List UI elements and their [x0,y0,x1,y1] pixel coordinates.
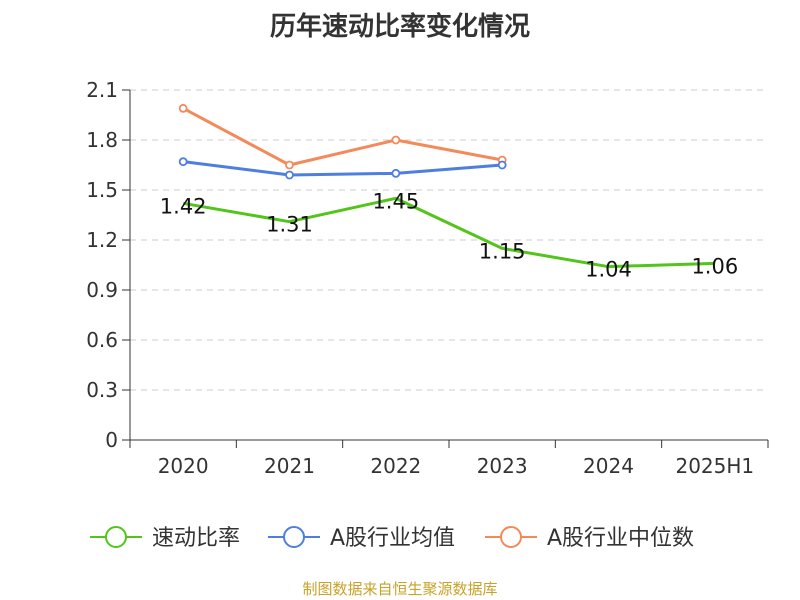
data-label: 1.45 [372,189,419,213]
legend: 速动比率 A股行业均值 A股行业中位数 [90,526,694,551]
y-tick-label: 2.1 [86,78,118,102]
y-tick-label: 0.9 [86,278,118,302]
data-label: 1.42 [160,194,207,218]
data-label: 1.04 [585,258,632,282]
series-1-point [497,160,507,170]
y-tick-label: 1.8 [86,128,118,152]
x-tick-label: 2022 [370,454,421,478]
series-2-point [391,135,401,145]
legend-marker-1 [283,526,305,548]
x-tick-label: 2023 [477,454,528,478]
series-2-point [285,160,294,170]
x-tick-label: 2020 [158,454,209,478]
series-1-line [182,160,503,177]
series-1-point [391,168,401,178]
data-labels: 1.42 1.31 1.45 1.15 1.04 1.06 [160,189,738,281]
data-label: 1.15 [479,239,526,263]
series-2-line [182,107,503,167]
source-note: 制图数据来自恒生聚源数据库 [302,580,498,598]
y-tick-label: 0.6 [86,328,118,352]
y-tick-label: 1.5 [86,178,118,202]
y-tick-label: 0 [105,428,118,452]
series-1-point [178,157,188,167]
series-lines [178,103,715,269]
legend-label-1: A股行业均值 [330,526,455,551]
y-tick-label: 0.3 [86,378,118,402]
series-2-point [178,103,188,113]
chart-title: 历年速动比率变化情况 [269,12,530,42]
series-1-point [285,170,294,180]
y-tick-label: 1.2 [86,228,118,252]
data-label: 1.31 [266,213,313,237]
legend-label-0: 速动比率 [152,526,240,551]
axes: 0 0.3 0.6 0.9 1.2 1.5 1.8 2.1 2020 2021 2022 2023 20… [86,78,769,478]
data-label: 1.06 [691,254,738,278]
legend-marker-0 [105,526,127,548]
series-0-line [182,196,715,269]
x-tick-label: 2021 [264,454,315,478]
legend-label-2: A股行业中位数 [547,526,694,551]
legend-marker-2 [500,526,522,548]
x-tick-label: 2025H1 [675,454,754,478]
grid-lines [130,89,768,391]
x-tick-label: 2024 [583,454,634,478]
